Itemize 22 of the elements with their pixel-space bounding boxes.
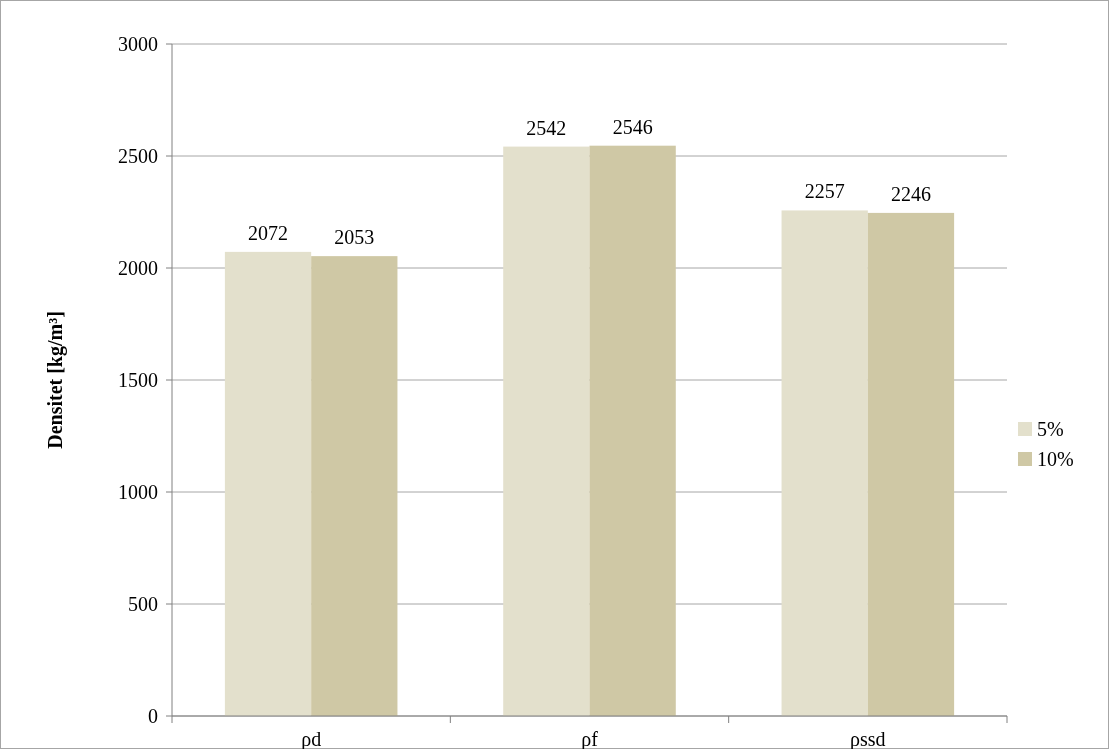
- legend-label: 10%: [1037, 448, 1074, 470]
- bar: [589, 145, 676, 716]
- y-tick-label: 0: [148, 705, 158, 727]
- data-label: 2257: [804, 180, 845, 203]
- y-tick-label: 3000: [118, 33, 158, 55]
- y-tick-label: 2000: [118, 257, 158, 279]
- data-label: 2072: [248, 221, 289, 244]
- bar: [781, 210, 868, 716]
- bar: [311, 256, 398, 716]
- data-label: 2542: [526, 116, 567, 139]
- data-label: 2546: [612, 115, 653, 138]
- y-tick-label: 1000: [118, 481, 158, 503]
- y-tick-label: 1500: [118, 369, 158, 391]
- legend-label: 5%: [1037, 418, 1064, 440]
- bar: [503, 146, 590, 716]
- bar: [224, 251, 312, 716]
- data-label: 2246: [890, 182, 931, 205]
- bar: [867, 212, 955, 716]
- y-axis-title: Densitet [kg/m³]: [44, 311, 67, 449]
- data-label: 2053: [334, 226, 375, 249]
- y-tick-label: 2500: [118, 145, 158, 167]
- y-tick-label: 500: [128, 593, 158, 615]
